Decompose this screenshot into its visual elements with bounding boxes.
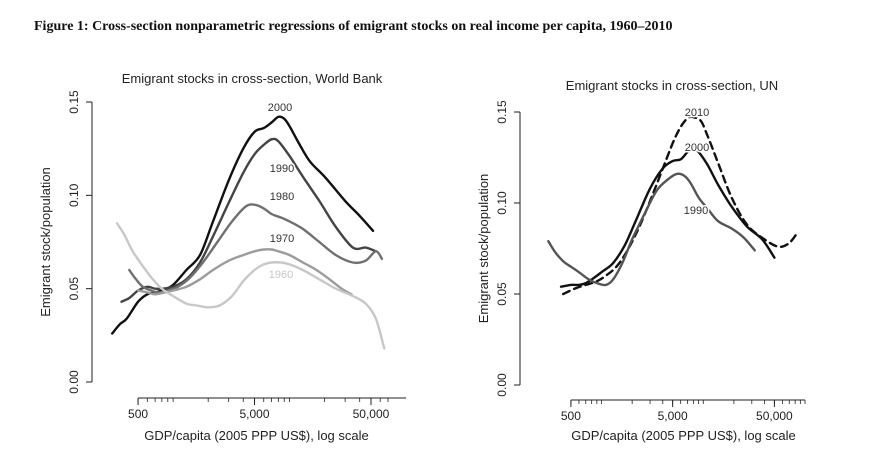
series-line-1980 <box>128 203 384 294</box>
x-tick-label: 5,000 <box>240 407 270 421</box>
y-tick-label: 0.05 <box>67 277 81 301</box>
x-tick-label: 500 <box>561 409 581 423</box>
chart-title: Emigrant stocks in cross-section, World … <box>122 71 383 86</box>
series-line-1990 <box>547 172 756 287</box>
x-axis-label: GDP/capita (2005 PPP US$), log scale <box>144 428 369 443</box>
series-line-1990 <box>120 137 377 303</box>
series-line-2010 <box>562 115 799 296</box>
series-label: 1960 <box>269 269 293 281</box>
series-line-2000 <box>111 115 375 335</box>
x-axis-label: GDP/capita (2005 PPP US$), log scale <box>571 428 796 443</box>
series-label: 2000 <box>685 142 709 154</box>
y-tick-label: 0.10 <box>495 191 509 215</box>
y-tick-label: 0.05 <box>495 282 509 306</box>
y-tick-label: 0.10 <box>67 183 81 207</box>
un-chart: Emigrant stocks in cross-section, UN 0.00… <box>476 78 806 443</box>
series-label: 2000 <box>268 102 292 114</box>
y-tick-label: 0.00 <box>67 370 81 394</box>
series-label: 2010 <box>685 107 709 119</box>
y-tick-label: 0.15 <box>495 100 509 124</box>
series-line-2000 <box>559 147 776 288</box>
y-tick-label: 0.00 <box>495 373 509 397</box>
world-bank-chart: Emigrant stocks in cross-section, World … <box>38 71 407 443</box>
series-label: 1990 <box>270 163 294 175</box>
series-label: 1990 <box>684 205 708 217</box>
x-tick-label: 50,000 <box>353 407 390 421</box>
y-axis-label: Emigrant stock/population <box>38 167 53 317</box>
y-axis-label: Emigrant stock/population <box>476 174 491 324</box>
chart-title: Emigrant stocks in cross-section, UN <box>566 78 778 93</box>
figure-title: Figure 1: Cross-section nonparametric re… <box>34 19 673 34</box>
series-label: 1980 <box>270 191 294 203</box>
x-tick-label: 5,000 <box>658 409 688 423</box>
series-line-1960 <box>115 222 386 350</box>
y-tick-label: 0.15 <box>67 90 81 114</box>
series-label: 1970 <box>270 233 294 245</box>
x-tick-label: 500 <box>128 407 148 421</box>
x-tick-label: 50,000 <box>756 409 793 423</box>
